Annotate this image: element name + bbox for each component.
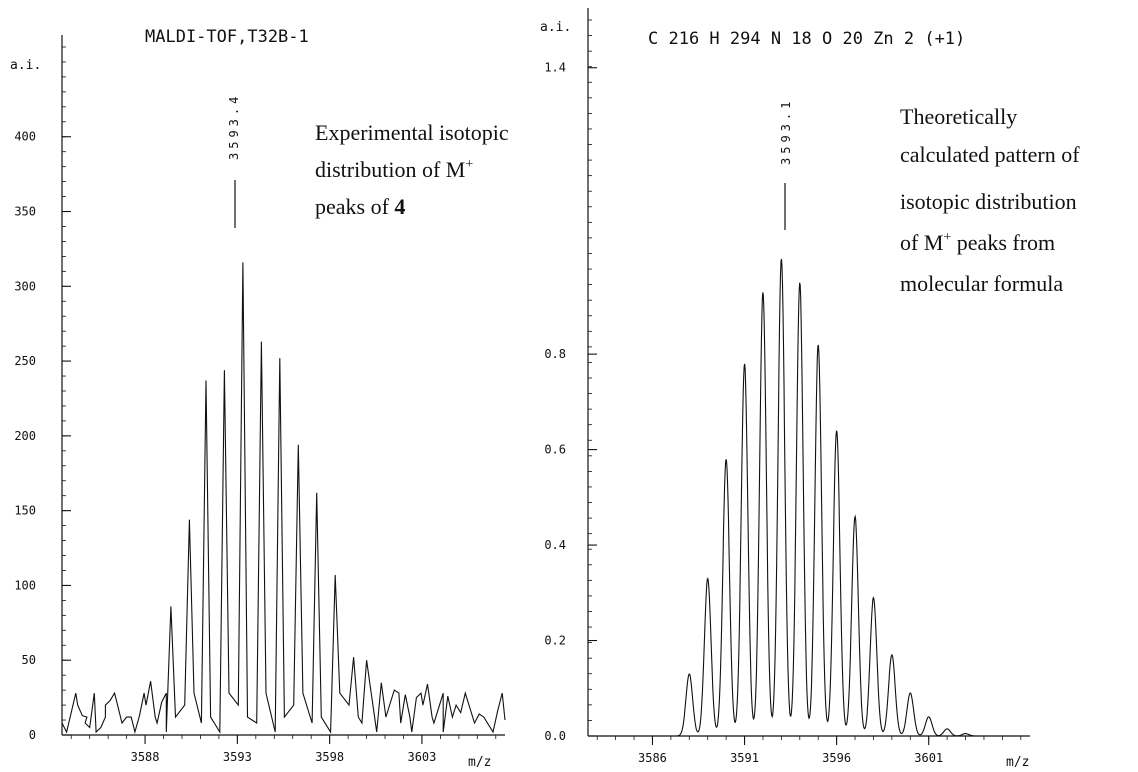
experimental-y-tick-label: 200 bbox=[14, 429, 36, 443]
theoretical-y-tick-label: 0.4 bbox=[544, 538, 566, 552]
theoretical-peak-label: 3593.1 bbox=[779, 98, 793, 165]
experimental-ticks bbox=[62, 46, 497, 744]
experimental-y-tick-label: 150 bbox=[14, 504, 36, 518]
theoretical-annotation-line3: isotopic distribution bbox=[900, 189, 1077, 214]
theoretical-spectrum-panel: 0.0 0.2 0.4 0.6 0.8 1.4 3586 3591 3596 3601 C 216… bbox=[540, 8, 1080, 770]
experimental-x-axis-label: m/z bbox=[468, 755, 491, 770]
theoretical-x-tick-label: 3596 bbox=[822, 751, 851, 765]
theoretical-x-tick-label: 3601 bbox=[914, 751, 943, 765]
experimental-annotation-line3: peaks of 4 bbox=[315, 194, 405, 219]
theoretical-y-axis-label: a.i. bbox=[540, 20, 571, 35]
theoretical-annotation-line2: calculated pattern of bbox=[900, 142, 1080, 167]
experimental-y-tick-label: 100 bbox=[14, 578, 36, 592]
experimental-y-tick-label: 300 bbox=[14, 279, 36, 293]
experimental-chart-title: MALDI-TOF,T32B-1 bbox=[145, 27, 309, 47]
theoretical-annotation-line5: molecular formula bbox=[900, 271, 1063, 296]
experimental-y-axis-label: a.i. bbox=[10, 58, 41, 73]
theoretical-chart-title: C 216 H 294 N 18 O 20 Zn 2 (+1) bbox=[648, 29, 965, 49]
experimental-tick-labels: 0 50 100 150 200 250 300 350 400 3588 3593 3598 3603 bbox=[14, 130, 436, 764]
theoretical-x-tick-label: 3586 bbox=[638, 751, 667, 765]
experimental-y-tick-label: 250 bbox=[14, 354, 36, 368]
experimental-y-tick-label: 0 bbox=[29, 728, 36, 742]
theoretical-annotation-line1: Theoretically bbox=[900, 104, 1017, 129]
experimental-annotation: Experimental isotopic distribution of M+… bbox=[315, 120, 509, 219]
experimental-spectrum-panel: 0 50 100 150 200 250 300 350 400 3588 3593 3598 3603… bbox=[10, 27, 509, 770]
theoretical-y-tick-label: 0.8 bbox=[544, 347, 566, 361]
theoretical-y-tick-label: 0.0 bbox=[544, 729, 566, 743]
experimental-annotation-line2: distribution of M+ bbox=[315, 157, 473, 182]
theoretical-ticks bbox=[588, 19, 1022, 745]
experimental-x-tick-label: 3598 bbox=[315, 750, 344, 764]
theoretical-plot-area bbox=[588, 258, 1030, 737]
experimental-x-tick-label: 3603 bbox=[407, 750, 436, 764]
experimental-y-tick-label: 50 bbox=[22, 653, 36, 667]
theoretical-y-tick-label: 0.2 bbox=[544, 634, 566, 648]
theoretical-spectrum-line bbox=[588, 258, 1030, 737]
experimental-spectrum-line bbox=[61, 262, 506, 735]
theoretical-y-tick-label: 1.4 bbox=[544, 61, 566, 75]
theoretical-x-tick-label: 3591 bbox=[730, 751, 759, 765]
experimental-y-tick-label: 400 bbox=[14, 130, 36, 144]
experimental-annotation-line1: Experimental isotopic bbox=[315, 120, 509, 145]
experimental-x-tick-label: 3593 bbox=[223, 750, 252, 764]
experimental-peak-label: 3593.4 bbox=[227, 93, 241, 160]
theoretical-x-axis-label: m/z bbox=[1006, 755, 1029, 770]
experimental-plot-area bbox=[61, 262, 506, 735]
experimental-y-tick-label: 350 bbox=[14, 205, 36, 219]
theoretical-annotation-line4: of M+ peaks from bbox=[900, 230, 1055, 255]
theoretical-y-tick-label: 0.6 bbox=[544, 443, 566, 457]
experimental-x-tick-label: 3588 bbox=[131, 750, 160, 764]
theoretical-tick-labels: 0.0 0.2 0.4 0.6 0.8 1.4 3586 3591 3596 3601 bbox=[544, 61, 943, 765]
theoretical-annotation: Theoretically calculated pattern of isot… bbox=[900, 104, 1080, 296]
